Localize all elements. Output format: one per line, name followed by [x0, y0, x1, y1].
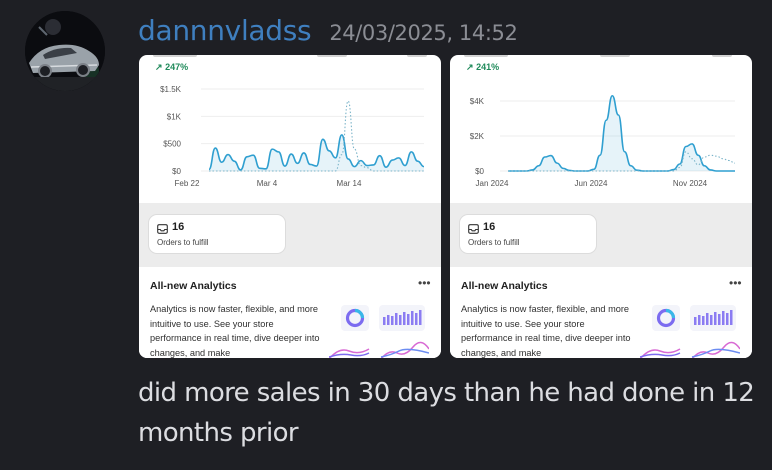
analytics-title: All-new Analytics — [150, 280, 237, 292]
inbox-icon — [468, 224, 479, 234]
analytics-description: Analytics is now faster, flexible, and m… — [150, 304, 320, 358]
username[interactable]: dannnvladss — [138, 14, 312, 47]
attachment-image-1[interactable]: ↗ 247% $1.5K $1K $500 $0 Feb 22 Mar 4 Mar 14 1… — [139, 55, 441, 358]
analytics-card: All-new Analytics ••• Analytics is now f… — [139, 267, 441, 358]
ellipsis-icon[interactable]: ••• — [418, 276, 431, 290]
arrow-up-right-icon: ↗ — [466, 62, 474, 72]
series-line-current — [507, 94, 735, 172]
orders-card[interactable]: 16 Orders to fulfill — [149, 215, 285, 253]
cropped-value — [712, 55, 732, 57]
series-line-previous — [507, 151, 736, 172]
growth-indicator: ↗ 247% — [155, 62, 188, 73]
series-area — [209, 134, 424, 171]
analytics-title: All-new Analytics — [461, 280, 548, 292]
series-line-previous — [208, 100, 424, 172]
y-tick-label: $1.5K — [160, 85, 182, 94]
growth-value: 247% — [165, 62, 189, 72]
y-tick-label: $500 — [163, 140, 181, 149]
y-tick-label: $2K — [470, 132, 485, 141]
x-tick-label: Mar 14 — [337, 179, 362, 188]
growth-value: 241% — [476, 62, 500, 72]
orders-label: Orders to fulfill — [157, 238, 209, 247]
orders-label: Orders to fulfill — [468, 238, 520, 247]
sales-chart: $4K $2K $0 Jan 2024 Jun 2024 Nov 2024 — [470, 94, 736, 188]
timestamp: 24/03/2025, 14:52 — [329, 21, 518, 45]
y-tick-label: $0 — [475, 167, 484, 176]
cropped-value — [600, 55, 630, 57]
ellipsis-icon[interactable]: ••• — [729, 276, 742, 290]
series-line-current — [208, 134, 425, 171]
orders-count: 16 — [172, 221, 185, 233]
orders-count: 16 — [483, 221, 496, 233]
cropped-value — [464, 55, 508, 57]
message-header: dannnvladss 24/03/2025, 14:52 — [138, 14, 518, 48]
sales-chart: $1.5K $1K $500 $0 Feb 22 Mar 4 Mar 14 — [160, 85, 425, 188]
analytics-description: Analytics is now faster, flexible, and m… — [461, 304, 631, 358]
cropped-value — [317, 55, 347, 57]
x-tick-label: Jan 2024 — [476, 179, 509, 188]
y-tick-label: $4K — [470, 97, 485, 106]
arrow-up-right-icon: ↗ — [155, 62, 163, 72]
analytics-illustration — [329, 305, 429, 358]
analytics-card: All-new Analytics ••• Analytics is now f… — [450, 267, 752, 358]
analytics-illustration — [640, 305, 740, 358]
x-tick-label: Nov 2024 — [673, 179, 708, 188]
growth-indicator: ↗ 241% — [466, 62, 499, 73]
attachment-image-2[interactable]: ↗ 241% $4K $2K $0 Jan 2024 Jun 2024 Nov 2024 … — [450, 55, 752, 358]
message-text: did more sales in 30 days than he had do… — [138, 378, 755, 448]
cropped-value — [153, 55, 197, 57]
y-tick-label: $0 — [172, 167, 181, 176]
orders-card[interactable]: 16 Orders to fulfill — [460, 215, 596, 253]
x-tick-label: Feb 22 — [175, 179, 200, 188]
y-tick-label: $1K — [167, 112, 182, 121]
x-tick-label: Mar 4 — [257, 179, 278, 188]
x-tick-label: Jun 2024 — [575, 179, 608, 188]
user-avatar[interactable] — [25, 11, 105, 91]
inbox-icon — [157, 224, 168, 234]
cropped-value — [407, 55, 427, 57]
